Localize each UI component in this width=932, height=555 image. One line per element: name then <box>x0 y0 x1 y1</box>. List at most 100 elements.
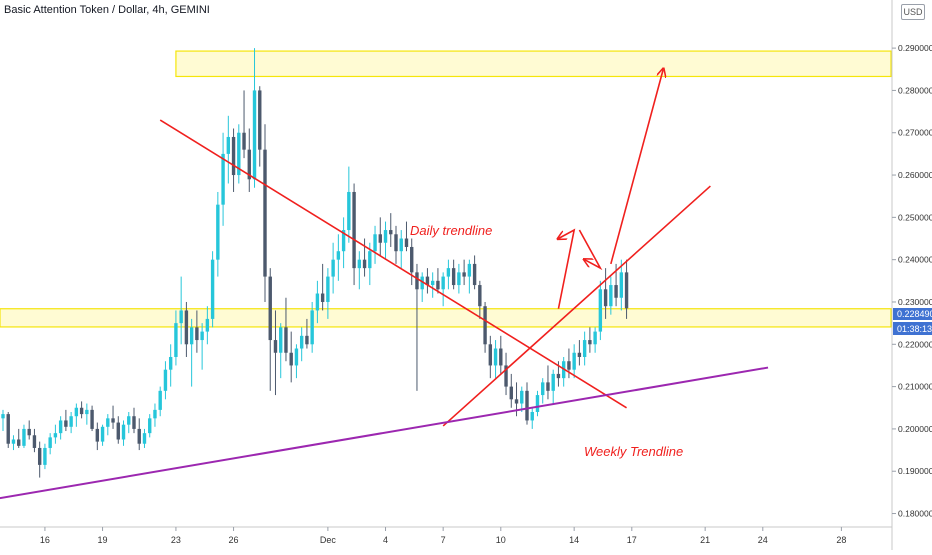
candle-body <box>394 234 398 252</box>
candle-body <box>357 259 362 269</box>
candle-body <box>179 310 183 324</box>
candle-body <box>368 251 372 269</box>
candle-body <box>258 90 262 150</box>
candle-body <box>221 153 225 205</box>
candle-body <box>331 259 335 277</box>
candle-body <box>488 344 493 366</box>
candle-body <box>493 348 498 366</box>
zones-layer <box>0 50 892 328</box>
candle-body <box>624 272 629 309</box>
candle-body <box>216 204 220 260</box>
candle-body <box>499 348 503 366</box>
candle-body <box>483 306 487 345</box>
candle-body <box>37 447 42 465</box>
x-tick-label: 14 <box>569 535 579 545</box>
candle-body <box>520 390 524 404</box>
candle-body <box>551 373 555 391</box>
candle-body <box>205 318 210 332</box>
y-tick-label: 0.270000 <box>898 128 932 138</box>
candle-body <box>43 447 47 465</box>
candle-body <box>415 272 419 290</box>
candle-body <box>530 411 534 421</box>
x-tick-label: 17 <box>627 535 637 545</box>
candle-body <box>457 272 461 286</box>
candle-body <box>137 428 141 444</box>
candle-body <box>305 335 309 345</box>
y-tick-label: 0.250000 <box>898 212 932 222</box>
countdown-badge: 01:38:13 <box>897 324 932 334</box>
x-tick-label: 26 <box>229 535 239 545</box>
candle-body <box>614 285 618 298</box>
axis-layer <box>0 0 893 550</box>
candle-body <box>189 327 194 345</box>
candle-body <box>478 285 482 307</box>
candle-body <box>315 293 320 311</box>
daily-trendline <box>159 119 627 409</box>
x-tick-label: 21 <box>700 535 710 545</box>
candle-body <box>572 352 576 370</box>
countdown-badge-bg <box>893 322 932 335</box>
candle-body <box>362 259 367 269</box>
y-tick-label: 0.180000 <box>898 509 932 519</box>
candle-body <box>294 348 299 366</box>
y-tick-label: 0.290000 <box>898 43 932 53</box>
candle-body <box>226 136 231 154</box>
candle-body <box>64 420 68 427</box>
candle-body <box>111 418 115 423</box>
candle-body <box>100 426 105 442</box>
candle-body <box>425 276 430 286</box>
candle-body <box>210 259 215 319</box>
candle-body <box>436 280 440 290</box>
candle-body <box>53 433 58 438</box>
candle-body <box>153 409 157 419</box>
candle-body <box>74 407 79 417</box>
x-tick-label: 19 <box>98 535 108 545</box>
candle-body <box>22 428 26 446</box>
candle-body <box>410 246 414 273</box>
y-tick-label: 0.280000 <box>898 85 932 95</box>
candle-body <box>106 418 110 427</box>
support-trendline <box>442 185 711 427</box>
candle-body <box>231 136 236 176</box>
candle-body <box>347 191 351 231</box>
candle-body <box>326 276 330 302</box>
candle-body <box>320 293 325 302</box>
candle-body <box>158 390 162 410</box>
resistance-zone-0 <box>175 50 892 78</box>
trendlines-layer <box>0 119 769 500</box>
candle-body <box>598 289 603 332</box>
currency-badge[interactable]: USD <box>901 4 925 20</box>
candle-body <box>514 399 519 404</box>
candle-body <box>6 414 10 444</box>
daily-trendline-label: Daily trendline <box>410 223 492 238</box>
candle-body <box>279 327 283 353</box>
x-tick-label: 7 <box>441 535 446 545</box>
candle-body <box>472 263 477 286</box>
candle-body <box>48 437 52 448</box>
candle-body <box>582 340 587 357</box>
projection-arrow-1 <box>578 229 603 271</box>
candle-body <box>17 439 21 446</box>
x-tick-label: 28 <box>836 535 846 545</box>
candle-body <box>95 428 100 442</box>
candle-body <box>609 285 613 307</box>
annotations-layer: Daily trendline Weekly Trendline <box>410 223 683 459</box>
x-tick-label: 24 <box>758 535 768 545</box>
candle-body <box>378 234 382 243</box>
candle-body <box>509 386 513 400</box>
candle-body <box>27 428 31 436</box>
candle-body <box>284 327 288 353</box>
candle-body <box>252 90 257 180</box>
candle-body <box>467 263 472 277</box>
candle-body <box>263 149 267 277</box>
candle-body <box>184 310 189 345</box>
candle-body <box>69 416 73 427</box>
candle-body <box>32 435 37 448</box>
candle-body <box>142 433 147 444</box>
x-tick-label: 10 <box>496 535 506 545</box>
candle-body <box>90 409 94 429</box>
candle-body <box>593 331 597 345</box>
candle-body <box>195 327 199 341</box>
candle-body <box>11 439 16 444</box>
